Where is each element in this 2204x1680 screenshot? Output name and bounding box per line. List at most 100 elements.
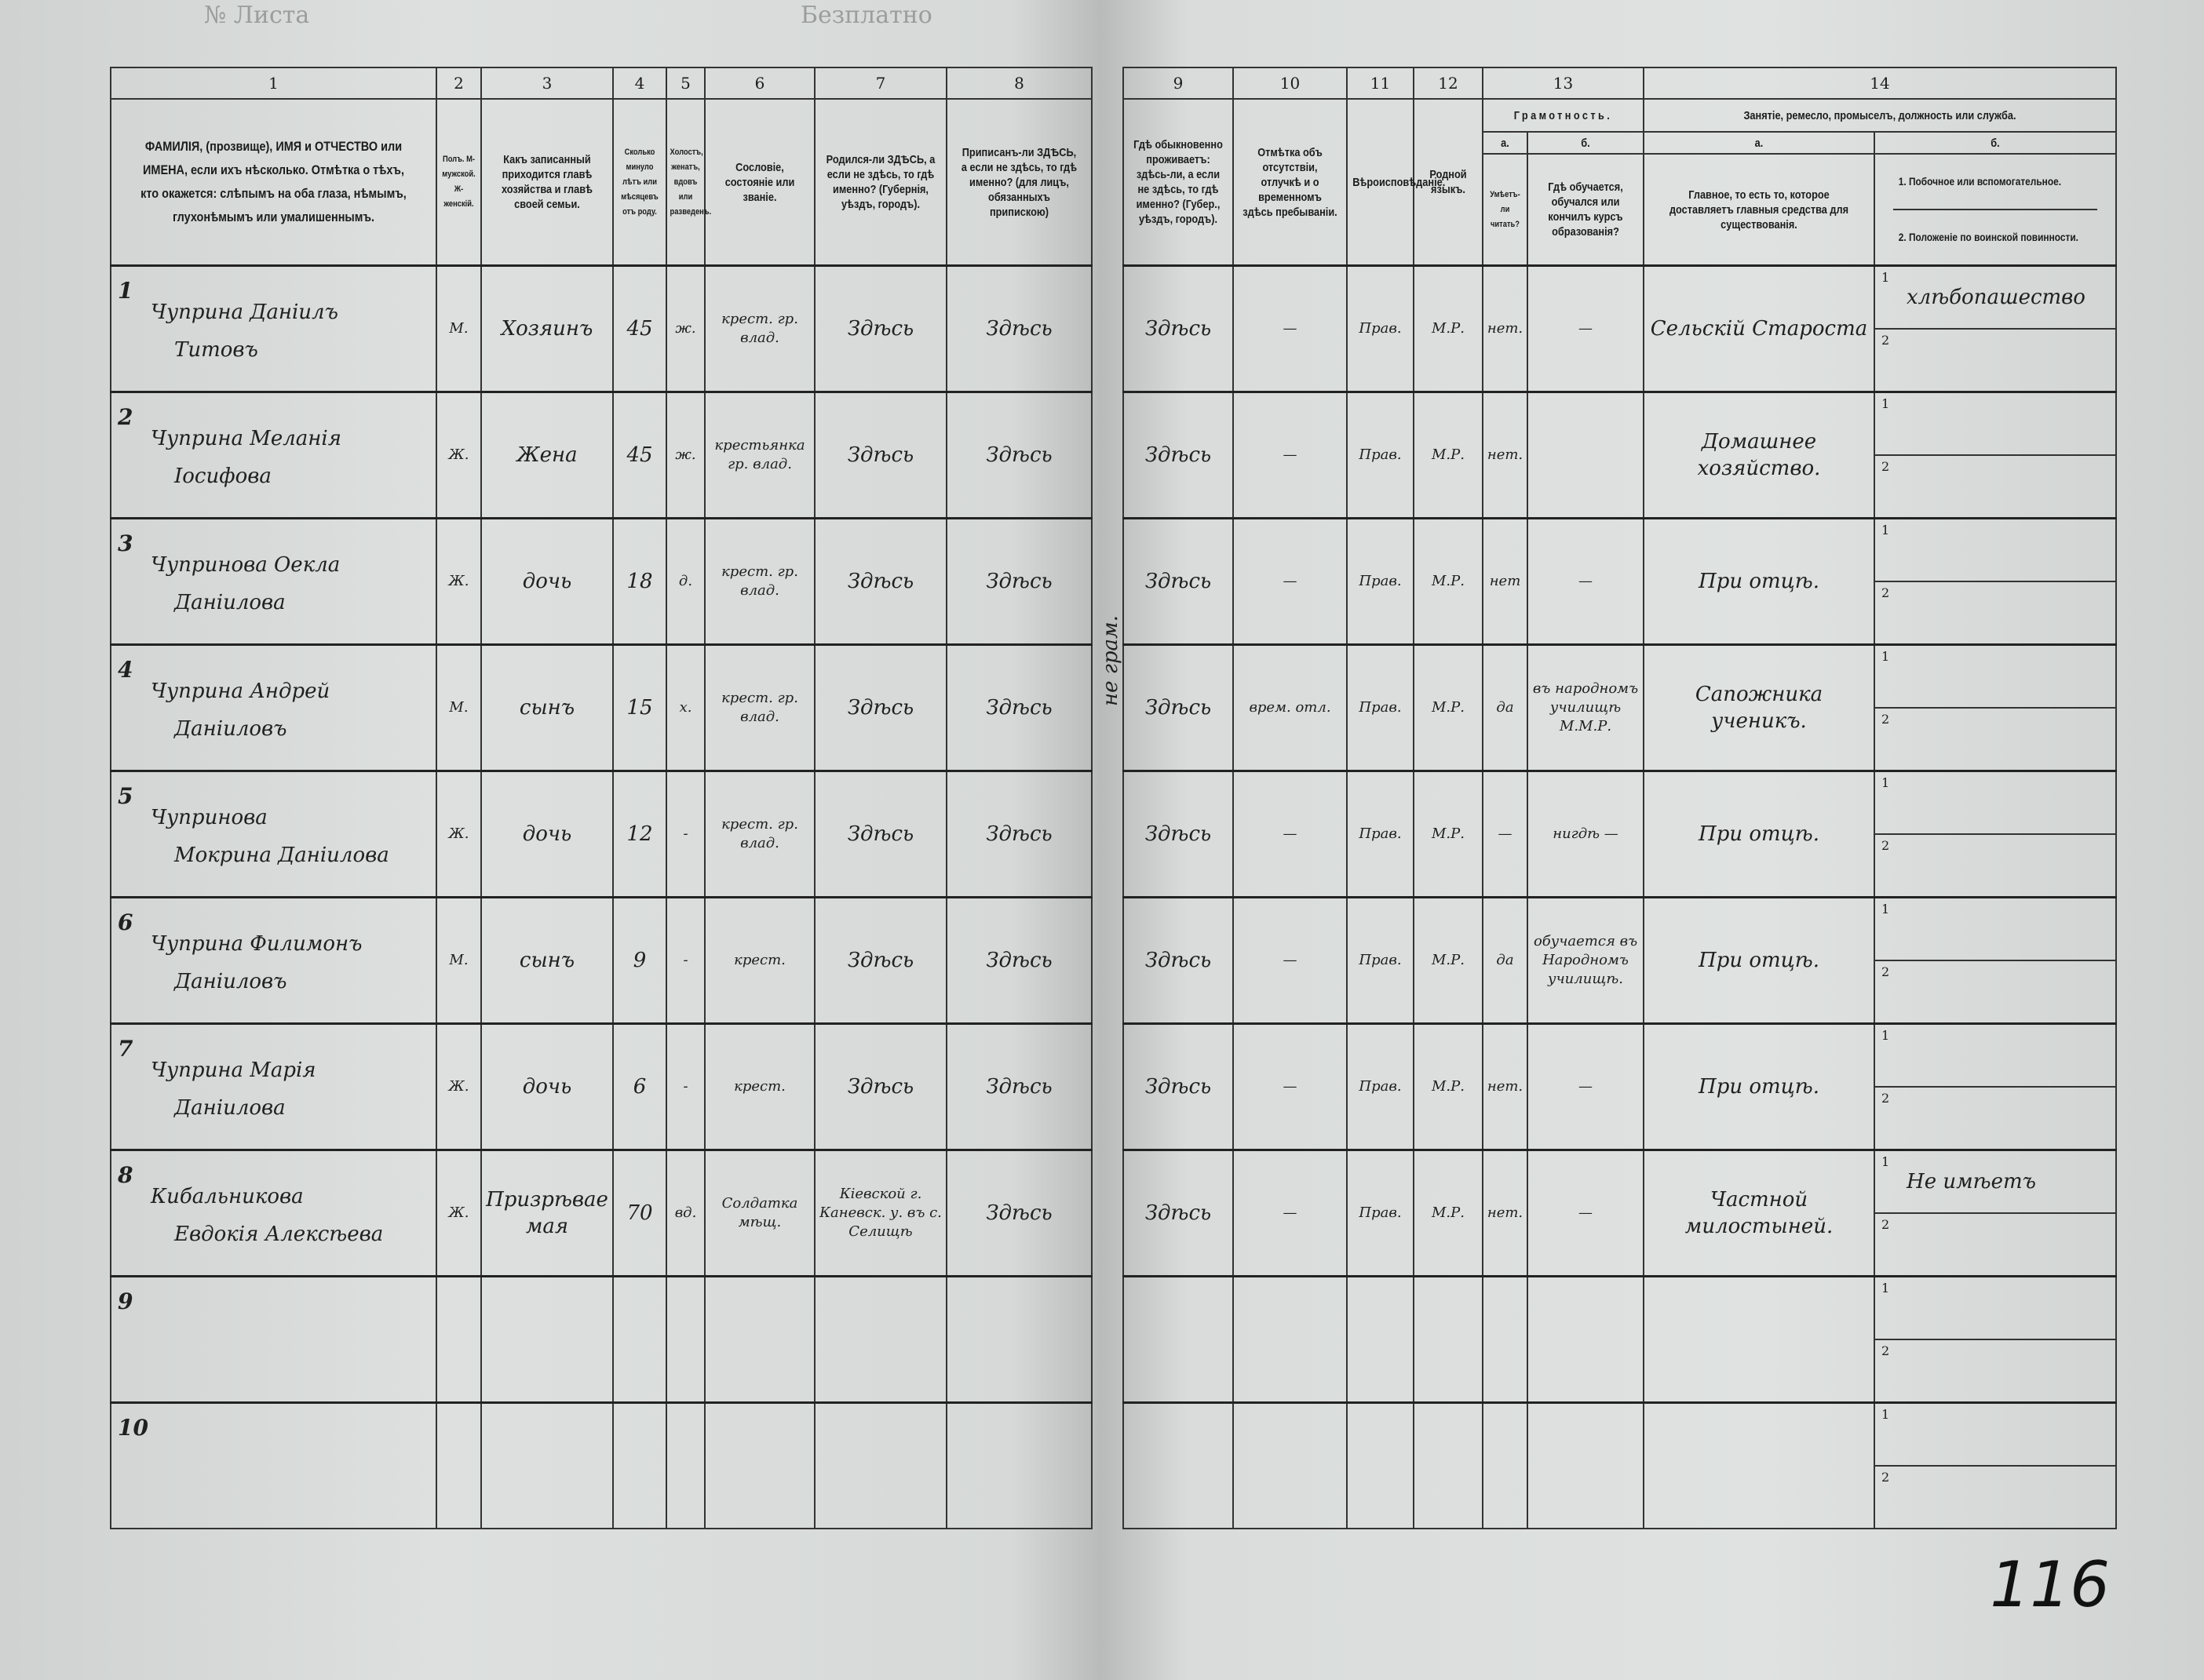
sub-label: 1 — [1881, 1407, 1890, 1422]
estate-cell: крест. гр. влад. — [704, 517, 816, 646]
given-name: Іосифова — [174, 465, 272, 488]
col-number: 3 — [480, 67, 614, 100]
header-birthplace: Родился-ли ЗДѢСЬ, а если не здѣсь, то гд… — [823, 98, 938, 267]
table-row: 3 Чупринова Оекла Даніилова Ж. дочь 18 д. крес… — [110, 517, 1093, 646]
col-number: 12 — [1413, 67, 1483, 100]
religion-cell: Прав. — [1346, 517, 1414, 646]
header-military: 2. Положеніе по воинской повинности. — [1892, 209, 2098, 264]
relation-cell: Призрѣваемая — [480, 1149, 614, 1277]
sub-label: 2 — [1881, 1091, 1890, 1106]
language-cell: М.Р. — [1413, 770, 1483, 898]
estate-cell: крест. — [704, 896, 816, 1025]
language-cell — [1413, 1401, 1483, 1529]
registered-cell: Здѣсь — [946, 643, 1093, 772]
occupation-cell: При отцѣ. — [1643, 1022, 1876, 1151]
religion-cell: Прав. — [1346, 896, 1414, 1025]
birthplace-cell: Здѣсь — [814, 1022, 947, 1151]
header-registered: Приписанъ-ли ЗДѢСЬ, а если не здѣсь, то … — [957, 98, 1082, 267]
relation-cell: Жена — [480, 391, 614, 519]
absence-cell: — — [1232, 1149, 1348, 1277]
marital-cell: д. — [666, 517, 706, 646]
occupation-cell — [1643, 1401, 1876, 1529]
religion-cell: Прав. — [1346, 264, 1414, 393]
religion-cell: Прав. — [1346, 770, 1414, 898]
residence-cell — [1122, 1401, 1234, 1529]
col-number: 9 — [1122, 67, 1234, 100]
col-number: 4 — [612, 67, 667, 100]
religion-cell: Прав. — [1346, 643, 1414, 772]
registered-cell: Здѣсь — [946, 1149, 1093, 1277]
residence-cell: Здѣсь — [1122, 643, 1234, 772]
occupation-cell: При отцѣ. — [1643, 896, 1876, 1025]
relation-cell: сынъ — [480, 643, 614, 772]
side-occupation-cell: 1 Не имѣетъ 2 — [1874, 1149, 2118, 1277]
table-row: Здѣсь — Прав. М.Р. нет. Домашнее хозяйство. 1… — [1122, 391, 2118, 519]
table-row: 10 — [110, 1401, 1093, 1529]
age-cell: 18 — [612, 517, 667, 646]
row-number: 1 — [118, 278, 133, 304]
row-number: 4 — [118, 657, 133, 683]
sub-label: 1 — [1881, 523, 1890, 538]
header-marital: Холостъ, женатъ, вдовъ или разведенъ. — [668, 98, 711, 267]
table-row: 8 Кибальникова Евдокія Алексѣева Ж. Призрѣв… — [110, 1149, 1093, 1277]
name-cell: 4 Чуприна Андрей Даніиловъ — [110, 643, 437, 772]
language-cell: М.Р. — [1413, 643, 1483, 772]
registered-cell: Здѣсь — [946, 770, 1093, 898]
given-name: Мокрина Даніилова — [174, 844, 389, 867]
religion-cell: Прав. — [1346, 1022, 1414, 1151]
name-cell: 3 Чупринова Оекла Даніилова — [110, 517, 437, 646]
occupation-cell: При отцѣ. — [1643, 517, 1876, 646]
name-cell: 8 Кибальникова Евдокія Алексѣева — [110, 1149, 437, 1277]
language-cell: М.Р. — [1413, 264, 1483, 393]
residence-cell: Здѣсь — [1122, 896, 1234, 1025]
absence-cell: — — [1232, 1022, 1348, 1151]
sex-cell: М. — [436, 896, 482, 1025]
literate-cell: нет. — [1482, 391, 1528, 519]
residence-cell: Здѣсь — [1122, 517, 1234, 646]
sex-cell: Ж. — [436, 391, 482, 519]
school-cell — [1526, 1275, 1645, 1404]
header-side-occupation: 1. Побочное или вспомогательное. — [1898, 175, 2062, 188]
table-row: 5 Чупринова Мокрина Даніилова Ж. дочь 12- кре… — [110, 770, 1093, 898]
school-cell: въ народномъ училищѣ М.М.Р. — [1526, 643, 1645, 772]
occupation-cell — [1643, 1275, 1876, 1404]
sub-label: 2 — [1881, 1343, 1890, 1358]
occupation-cell: Сельскій Староста — [1643, 264, 1876, 393]
school-cell: — — [1526, 1022, 1645, 1151]
registered-cell: Здѣсь — [946, 1022, 1093, 1151]
sex-cell: Ж. — [436, 770, 482, 898]
marital-cell: - — [666, 770, 706, 898]
sub-label: 1 — [1881, 270, 1890, 285]
table-row: 2 Чуприна Меланія Іосифова Ж. Жена 45 ж. крест… — [110, 391, 1093, 519]
age-cell: 45 — [612, 264, 667, 393]
religion-cell — [1346, 1275, 1414, 1404]
sub-label: 2 — [1881, 1470, 1890, 1485]
absence-cell: — — [1232, 896, 1348, 1025]
sex-cell — [436, 1401, 482, 1529]
sub-label: 2 — [1881, 838, 1890, 853]
registered-cell: Здѣсь — [946, 264, 1093, 393]
header-language: Родной языкъ. — [1418, 98, 1479, 267]
sub-label: 2 — [1881, 459, 1890, 474]
sub-label: 1 — [1881, 902, 1890, 917]
col-number: 8 — [946, 67, 1093, 100]
literate-cell: нет. — [1482, 264, 1528, 393]
estate-cell — [704, 1401, 816, 1529]
occupation-cell: Сапожника ученикъ. — [1643, 643, 1876, 772]
header-letter: а. — [1485, 131, 1525, 155]
sex-cell — [436, 1275, 482, 1404]
table-row: 6 Чуприна Филимонъ Даніиловъ М. сынъ 9- крест… — [110, 896, 1093, 1025]
surname: Чуприна Даніилъ — [151, 301, 338, 324]
sub-label: 2 — [1881, 585, 1890, 600]
header-letter: б. — [1535, 131, 1636, 155]
birthplace-cell: Здѣсь — [814, 896, 947, 1025]
relation-cell — [480, 1401, 614, 1529]
side-occupation-cell: 1 хлѣбопашество 2 — [1874, 264, 2118, 393]
birthplace-cell: Кіевской г. Каневск. у. въ с. Селищѣ — [814, 1149, 947, 1277]
marital-cell: х. — [666, 643, 706, 772]
